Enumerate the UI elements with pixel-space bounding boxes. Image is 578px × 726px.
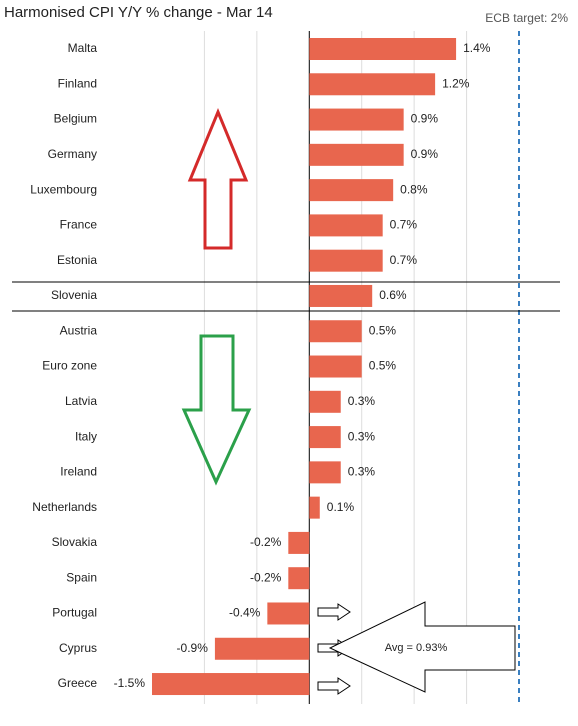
value-label: 0.9%: [411, 147, 439, 161]
value-label: -0.9%: [177, 641, 209, 655]
bar: [152, 673, 310, 696]
target-label: ECB target: 2%: [485, 11, 568, 25]
category-label: Spain: [66, 570, 97, 584]
category-label: Slovakia: [52, 535, 98, 549]
bar: [309, 143, 404, 166]
bar: [309, 214, 383, 237]
category-label: Italy: [75, 429, 97, 443]
chart-title: Harmonised CPI Y/Y % change - Mar 14: [4, 4, 273, 21]
bar: [214, 637, 310, 660]
value-label: 0.3%: [348, 465, 376, 479]
category-label: Portugal: [52, 606, 97, 620]
bar: [309, 249, 383, 272]
category-label: Finland: [58, 76, 97, 90]
bar: [309, 108, 404, 131]
bar: [288, 567, 310, 590]
category-label: Cyprus: [59, 641, 97, 655]
value-label: 0.7%: [390, 218, 418, 232]
bar: [267, 602, 310, 625]
value-label: 0.3%: [348, 429, 376, 443]
bar: [309, 461, 341, 484]
value-label: 0.6%: [379, 288, 407, 302]
category-label: Germany: [48, 147, 97, 161]
category-label: Luxembourg: [30, 182, 97, 196]
down-arrow: [181, 334, 252, 486]
small-arrow: [317, 603, 351, 621]
bar: [309, 38, 457, 60]
value-label: -0.2%: [250, 535, 282, 549]
bar: [288, 531, 310, 554]
category-label: Euro zone: [42, 359, 97, 373]
bar: [309, 284, 373, 307]
value-label: 0.1%: [327, 500, 355, 514]
bar: [309, 73, 436, 96]
category-label: Greece: [58, 676, 98, 690]
category-label: Austria: [60, 323, 98, 337]
category-label: Netherlands: [32, 500, 97, 514]
bar: [309, 390, 341, 413]
value-label: 0.7%: [390, 253, 418, 267]
up-arrow: [187, 108, 249, 250]
value-label: 0.9%: [411, 112, 439, 126]
value-label: 0.5%: [369, 323, 397, 337]
value-label: 0.5%: [369, 359, 397, 373]
value-label: -0.2%: [250, 570, 282, 584]
category-label: Malta: [68, 41, 98, 55]
value-label: 0.8%: [400, 182, 428, 196]
avg-arrow: [328, 601, 516, 693]
value-label: -0.4%: [229, 606, 261, 620]
bar: [309, 496, 320, 519]
bar: [309, 355, 362, 378]
category-label: Belgium: [54, 112, 97, 126]
small-arrow: [317, 677, 351, 695]
avg-annotation: Avg = 0.93%: [385, 642, 448, 654]
bar: [309, 320, 362, 343]
value-label: 0.3%: [348, 394, 376, 408]
bar: [309, 179, 394, 202]
category-label: France: [60, 218, 98, 232]
category-label: Estonia: [57, 253, 97, 267]
value-label: -1.5%: [114, 676, 146, 690]
value-label: 1.4%: [463, 41, 491, 55]
category-label: Ireland: [60, 465, 97, 479]
category-label: Latvia: [65, 394, 97, 408]
bars: 1.4% 1.2% 0.9% 0.9% 0.8% 0.7% 0.7% 0.6% 0.5% 0.5%…: [114, 38, 491, 696]
bar: [309, 426, 341, 449]
category-label: Slovenia: [51, 288, 97, 302]
value-label: 1.2%: [442, 76, 470, 90]
